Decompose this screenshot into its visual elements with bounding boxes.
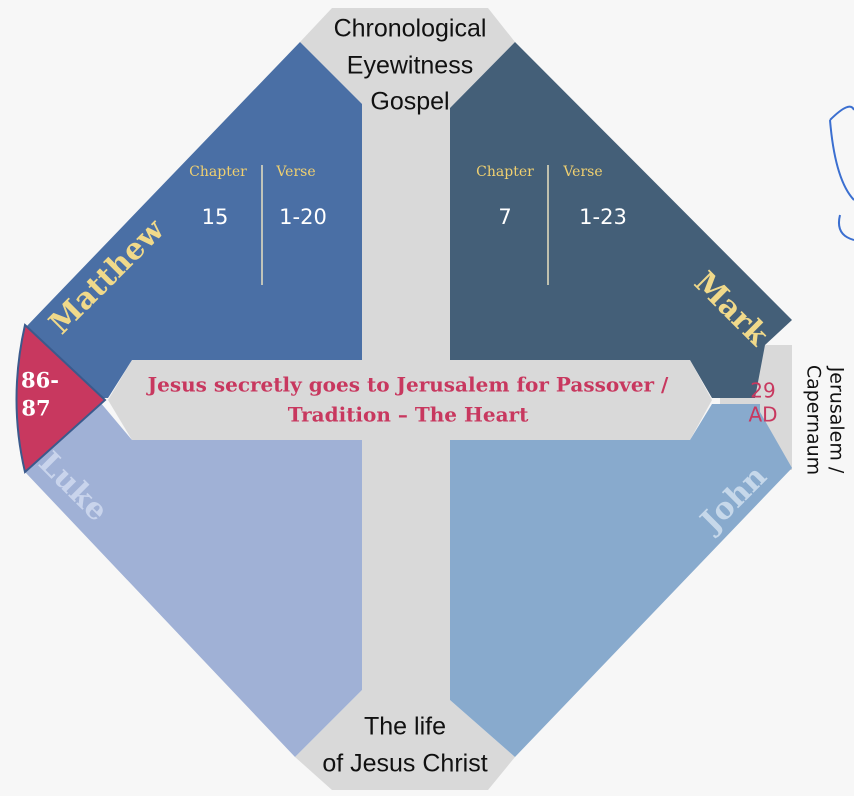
- year: 29: [750, 379, 775, 403]
- left-tab-text: 86-: [21, 368, 59, 393]
- top-label: Chronological: [334, 15, 487, 43]
- verse: 1-23: [579, 205, 627, 229]
- mark-quadrant: [450, 42, 792, 398]
- horizontal-band: [108, 360, 712, 440]
- bottom-label: The life: [364, 713, 446, 741]
- matthew-quadrant: [25, 42, 362, 398]
- column-header: Verse: [562, 164, 602, 180]
- top-label: Gospel: [370, 88, 449, 116]
- left-tab-text: 87: [21, 396, 50, 421]
- dove-outline: [829, 105, 854, 241]
- chapter: 7: [498, 205, 511, 229]
- column-header: Chapter: [476, 164, 534, 180]
- top-label: Eyewitness: [347, 52, 473, 80]
- column-header: Verse: [275, 164, 315, 180]
- john-quadrant: [450, 404, 792, 757]
- location: Capernaum: [803, 365, 825, 475]
- column-header: Chapter: [189, 164, 247, 180]
- chapter: 15: [202, 205, 229, 229]
- bottom-label: of Jesus Christ: [322, 750, 487, 778]
- center-text: Tradition – The Heart: [288, 403, 529, 427]
- verse: 1-20: [279, 205, 327, 229]
- center-text: Jesus secretly goes to Jerusalem for Pas…: [146, 373, 669, 397]
- year: AD: [748, 403, 777, 427]
- left-tab: [15, 323, 107, 474]
- luke-quadrant: [25, 402, 362, 757]
- location: Jerusalem /: [826, 366, 848, 474]
